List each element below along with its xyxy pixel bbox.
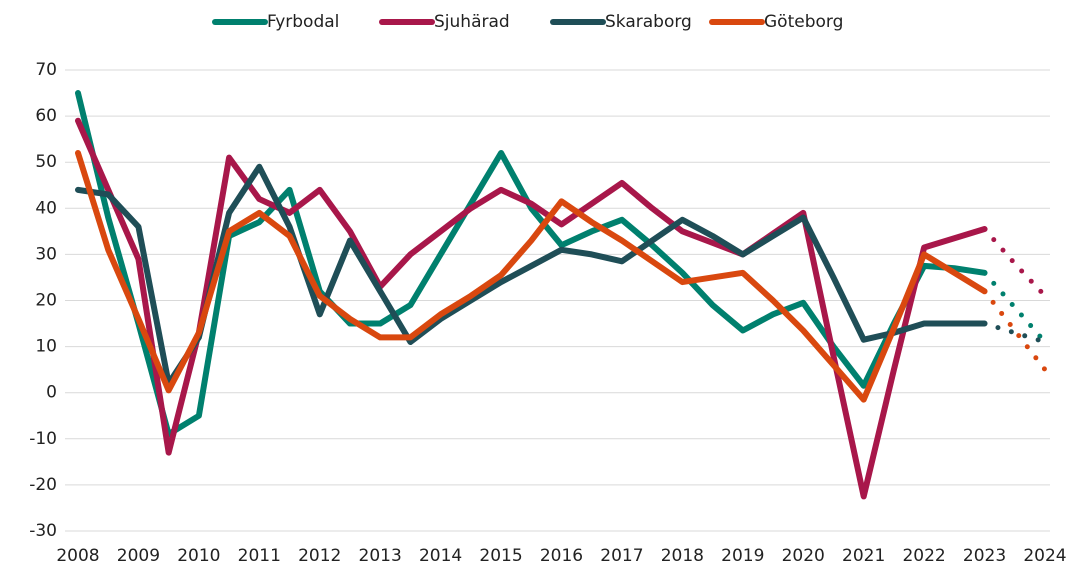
- y-tick-label: -10: [29, 429, 57, 449]
- x-tick-label: 2009: [117, 546, 160, 566]
- forecast-line: [982, 270, 1048, 345]
- x-tick-label: 2019: [721, 546, 764, 566]
- legend-label: Fyrbodal: [267, 12, 339, 32]
- x-tick-label: 2021: [842, 546, 885, 566]
- y-tick-label: 50: [35, 152, 57, 172]
- series-line: [75, 163, 988, 387]
- x-tick-label: 2008: [56, 546, 99, 566]
- legend-label: Sjuhärad: [434, 12, 510, 32]
- x-tick-label: 2015: [479, 546, 522, 566]
- y-tick-label: 40: [35, 198, 57, 218]
- legend-label: Skaraborg: [605, 12, 692, 32]
- x-tick-label: 2022: [902, 546, 945, 566]
- y-tick-label: 20: [35, 291, 57, 311]
- forecast-line: [982, 288, 1048, 373]
- series-line: [75, 149, 988, 403]
- y-tick-label: 30: [35, 244, 57, 264]
- x-tick-label: 2010: [177, 546, 220, 566]
- x-tick-label: 2018: [661, 546, 704, 566]
- x-tick-label: 2014: [419, 546, 462, 566]
- x-tick-label: 2016: [540, 546, 583, 566]
- x-tick-label: 2024: [1023, 546, 1066, 566]
- y-tick-label: 60: [35, 106, 57, 126]
- forecast-line: [982, 321, 1048, 345]
- legend-label: Göteborg: [764, 12, 843, 32]
- x-tick-label: 2013: [359, 546, 402, 566]
- x-tick-label: 2012: [298, 546, 341, 566]
- x-tick-label: 2017: [600, 546, 643, 566]
- y-tick-label: 0: [46, 383, 57, 403]
- series-line: [75, 117, 988, 500]
- y-tick-label: 10: [35, 337, 57, 357]
- y-tick-label: -20: [29, 475, 57, 495]
- forecast-line: [982, 226, 1048, 299]
- x-tick-label: 2023: [963, 546, 1006, 566]
- x-tick-label: 2011: [238, 546, 281, 566]
- x-tick-label: 2020: [782, 546, 825, 566]
- y-tick-label: 70: [35, 60, 57, 80]
- y-tick-label: -30: [29, 521, 57, 541]
